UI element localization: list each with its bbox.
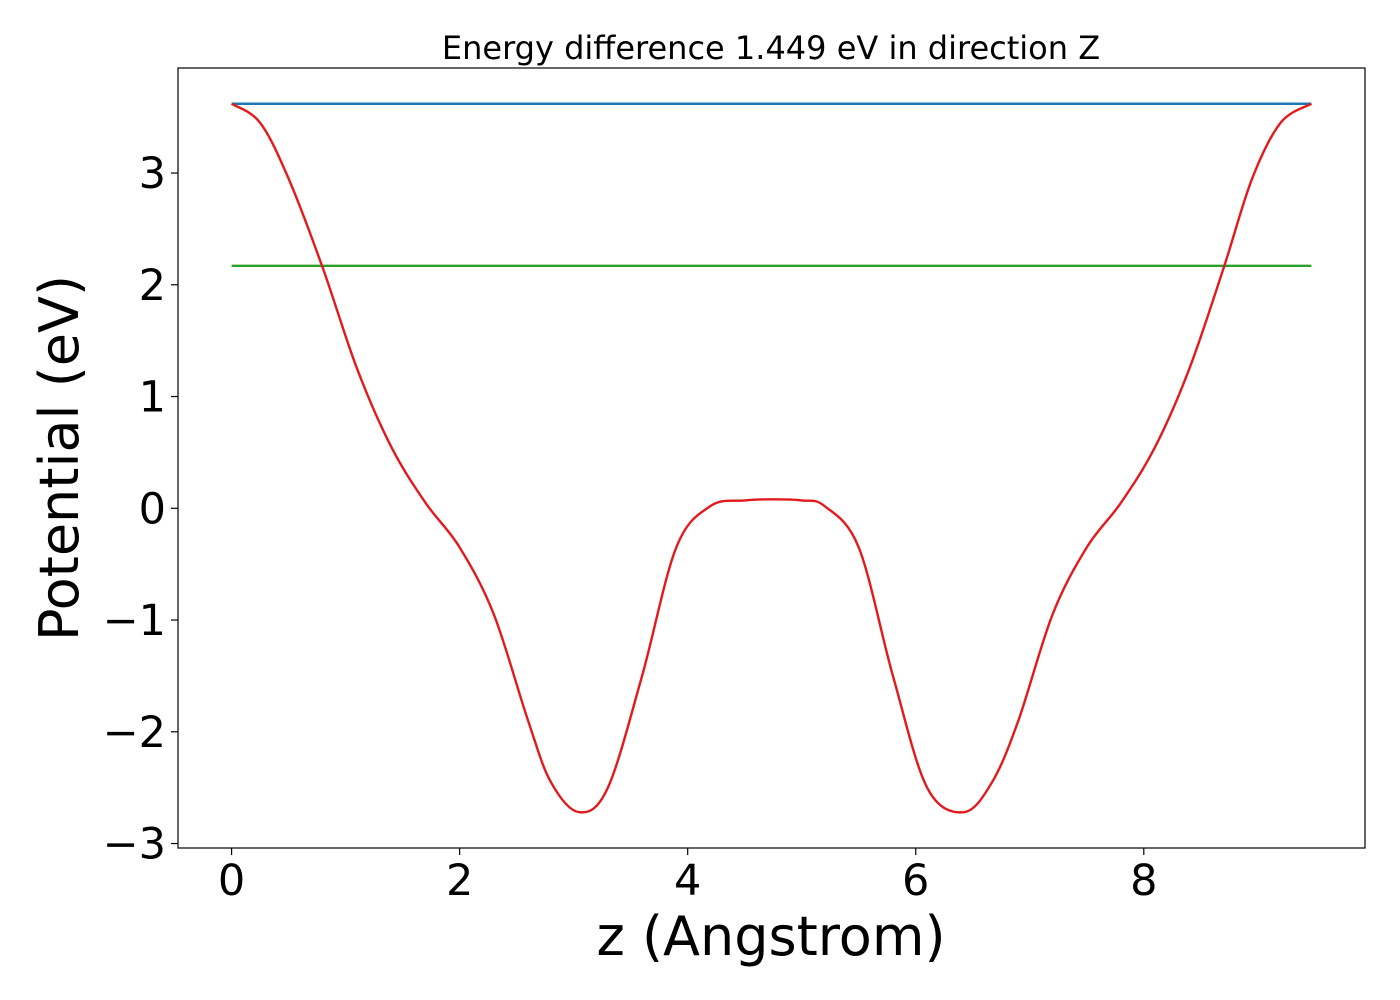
x-axis-title: z (Angstrom) xyxy=(596,905,945,968)
y-axis: −3 −2 −1 0 1 2 3 xyxy=(103,149,178,870)
y-tick-label: 2 xyxy=(139,261,166,311)
chart-title: Energy difference 1.449 eV in direction … xyxy=(442,29,1100,67)
x-tick-label: 6 xyxy=(902,856,929,906)
y-axis-title: Potential (eV) xyxy=(28,275,91,641)
plot-area xyxy=(230,102,1313,814)
x-axis: 0 2 4 6 8 xyxy=(218,848,1157,906)
y-tick-label: 0 xyxy=(139,484,166,534)
y-tick-label: 3 xyxy=(139,149,166,199)
x-tick-label: 8 xyxy=(1130,856,1157,906)
x-tick-label: 4 xyxy=(674,856,701,906)
x-tick-label: 2 xyxy=(446,856,473,906)
y-tick-label: −2 xyxy=(103,708,166,758)
y-tick-label: −1 xyxy=(103,596,166,646)
x-tick-label: 0 xyxy=(218,856,245,906)
y-tick-label: 1 xyxy=(139,373,166,423)
plot-frame xyxy=(177,67,1366,849)
series-line-3 xyxy=(230,102,1313,814)
y-tick-label: −3 xyxy=(103,820,166,870)
